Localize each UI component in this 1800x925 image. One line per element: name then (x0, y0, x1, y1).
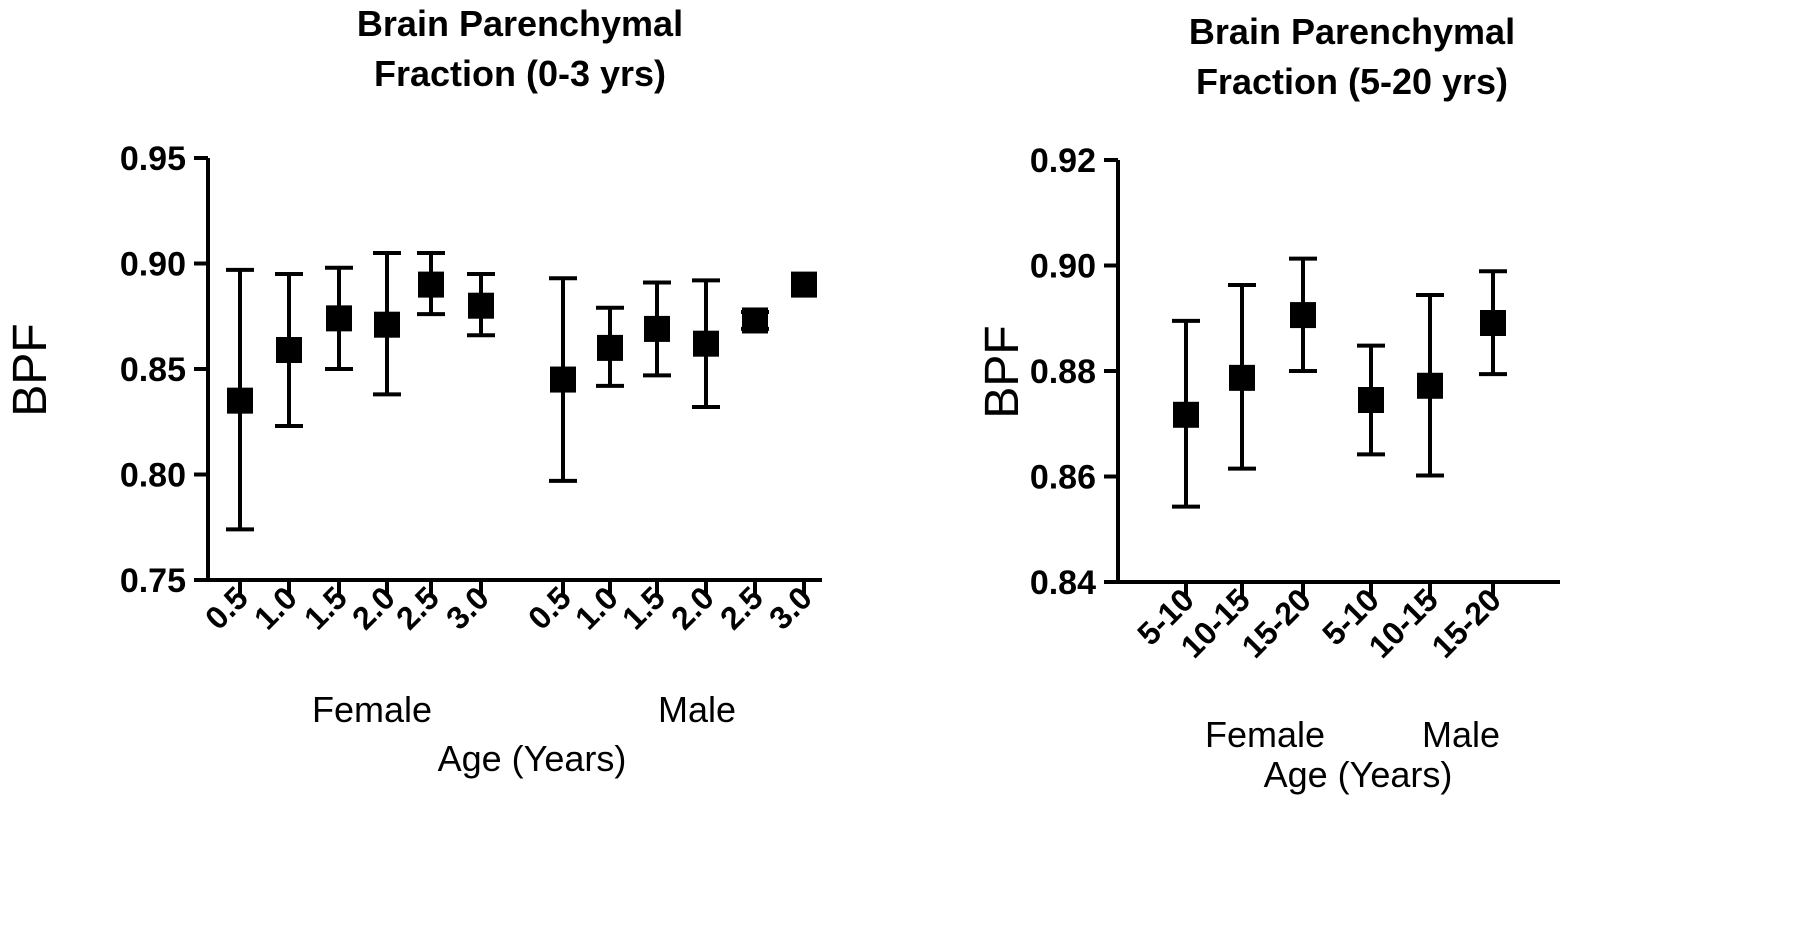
chart-title-line-2: Fraction (5-20 yrs) (1196, 61, 1508, 102)
y-axis-label: BPF (4, 323, 57, 416)
data-point-marker (374, 311, 400, 338)
x-tick-label: 15-20 (1425, 581, 1508, 664)
group-label-male: Male (1422, 714, 1500, 755)
data-point-marker (1229, 364, 1255, 391)
x-tick-label: 10-15 (1362, 581, 1445, 664)
y-tick-label: 0.92 (1030, 142, 1096, 180)
data-point-marker (468, 292, 494, 319)
x-tick-label: 2.5 (713, 579, 770, 636)
y-tick-label: 0.90 (1030, 248, 1096, 286)
data-point-marker (644, 315, 670, 342)
y-tick-label: 0.84 (1030, 564, 1096, 602)
y-tick-label: 0.90 (120, 246, 186, 284)
data-point-marker (276, 337, 302, 364)
x-tick-label: 2.0 (664, 579, 721, 636)
x-tick-label: 1.0 (568, 579, 625, 636)
data-point-marker (1173, 401, 1199, 428)
data-point-marker (791, 271, 817, 298)
chart-title-line-1: Brain Parenchymal (357, 3, 683, 44)
chart-title-line-2: Fraction (0-3 yrs) (374, 53, 666, 94)
y-tick-label: 0.85 (120, 351, 186, 389)
y-axis-label: BPF (976, 325, 1029, 418)
x-tick-label: 3.0 (439, 579, 496, 636)
x-axis-label: Age (Years) (1264, 754, 1453, 795)
data-point-marker (693, 330, 719, 357)
x-tick-label: 0.5 (521, 579, 578, 636)
x-tick-label: 3.0 (762, 579, 819, 636)
chart-panel-0-3-yrs: Brain Parenchymal Fraction (0-3 yrs) BPF… (4, 3, 822, 779)
x-tick-label: 15-20 (1235, 581, 1318, 664)
group-label-male: Male (658, 689, 736, 730)
group-label-female: Female (312, 689, 432, 730)
y-tick-label: 0.88 (1030, 353, 1096, 391)
data-point-marker (326, 305, 352, 332)
chart-panel-5-20-yrs: Brain Parenchymal Fraction (5-20 yrs) BP… (976, 11, 1560, 795)
chart-title-line-1: Brain Parenchymal (1189, 11, 1515, 52)
data-point-marker (1358, 387, 1384, 414)
data-point-marker (550, 366, 576, 393)
y-tick-label: 0.86 (1030, 459, 1096, 497)
x-axis-label: Age (Years) (438, 738, 627, 779)
x-tick-label: 1.0 (247, 579, 304, 636)
group-label-female: Female (1205, 714, 1325, 755)
y-tick-label: 0.95 (120, 140, 186, 178)
data-point-marker (597, 334, 623, 361)
data-point-marker (418, 271, 444, 298)
data-point-marker (1290, 302, 1316, 329)
x-tick-label: 1.5 (615, 579, 672, 636)
y-tick-label: 0.80 (120, 457, 186, 495)
y-tick-label: 0.75 (120, 562, 186, 600)
data-point-marker (742, 307, 768, 334)
x-tick-label: 0.5 (198, 579, 255, 636)
data-point-marker (1417, 372, 1443, 399)
data-point-marker (1480, 309, 1506, 336)
x-tick-label: 2.5 (389, 579, 446, 636)
data-point-marker (227, 387, 253, 414)
x-tick-label: 1.5 (297, 579, 354, 636)
